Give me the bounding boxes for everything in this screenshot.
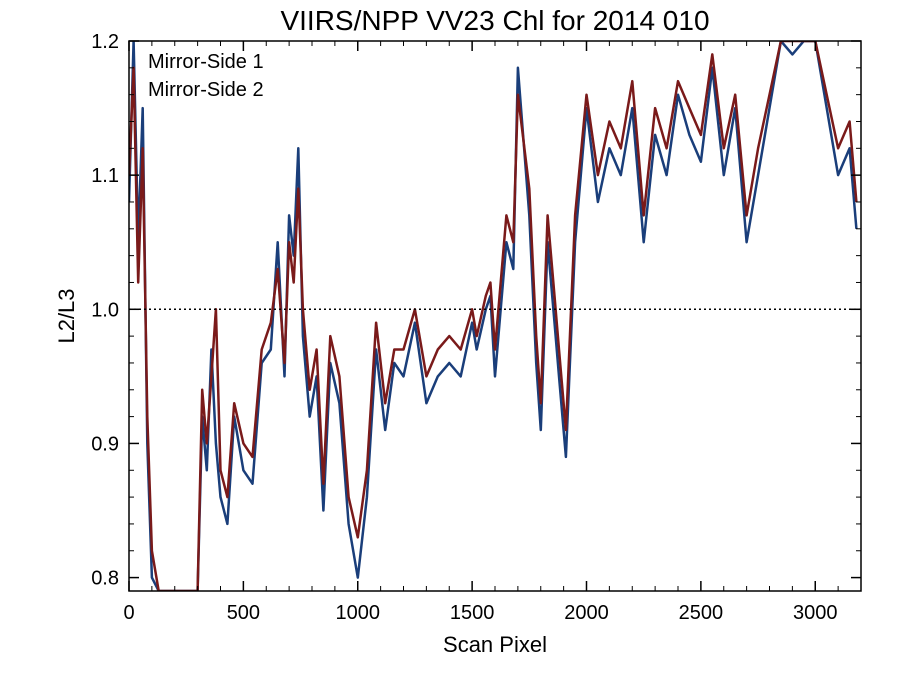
x-tick-label: 500 [227, 602, 260, 624]
y-tick-label: 0.9 [91, 433, 119, 455]
x-tick-label: 0 [123, 602, 134, 624]
y-tick-label: 1.1 [91, 165, 119, 187]
x-tick-label: 1500 [450, 602, 495, 624]
y-tick-label: 1.0 [91, 299, 119, 321]
x-tick-label: 1000 [336, 602, 381, 624]
x-axis-label: Scan Pixel [443, 632, 547, 657]
y-axis-label: L2/L3 [54, 288, 79, 343]
y-tick-label: 1.2 [91, 31, 119, 53]
plot-frame [128, 40, 862, 592]
legend-mirror-side-1: Mirror-Side 1 [148, 51, 264, 73]
y-tick-label: 0.8 [91, 568, 119, 590]
series-line-mirror-side-1 [129, 41, 858, 591]
legend-mirror-side-2: Mirror-Side 2 [148, 79, 264, 101]
series-line-mirror-side-2 [129, 41, 858, 591]
chart-title: VIIRS/NPP VV23 Chl for 2014 010 [280, 5, 709, 36]
x-tick-label: 3000 [793, 602, 838, 624]
axis-layer: 0 500 1000 1500 2000 2500 3000 0.8 0.9 1.0 1.1 1.2 [91, 31, 861, 624]
series-layer [129, 41, 858, 591]
x-tick-label: 2000 [564, 602, 609, 624]
x-tick-label: 2500 [679, 602, 724, 624]
